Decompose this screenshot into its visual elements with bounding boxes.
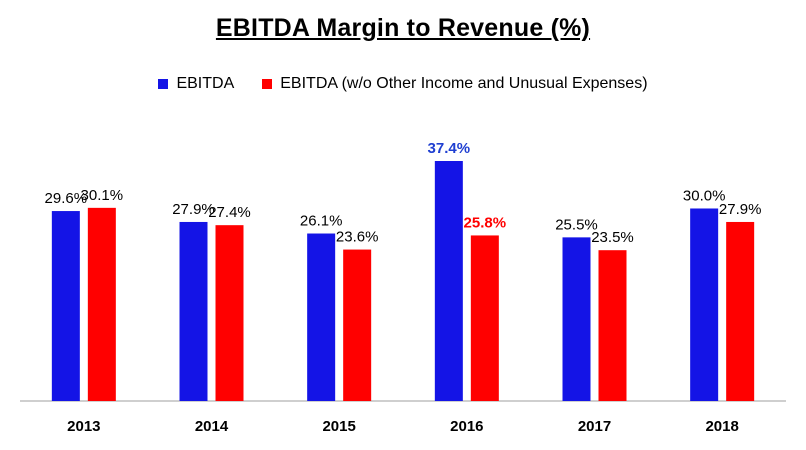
data-label-ebitda-adjusted-2017: 23.5% xyxy=(591,229,634,246)
bar-ebitda-2017 xyxy=(562,237,591,401)
bar-ebitda-2013 xyxy=(51,211,80,401)
bar-ebitda-adjusted-2016 xyxy=(470,235,499,401)
legend-label-ebitda: EBITDA xyxy=(176,75,235,92)
data-label-ebitda-adjusted-2014: 27.4% xyxy=(208,204,251,221)
bar-ebitda-2015 xyxy=(307,233,336,401)
bar-ebitda-2018 xyxy=(690,208,719,401)
chart-title: EBITDA Margin to Revenue (%) xyxy=(215,14,591,42)
legend-label-ebitda-adjusted: EBITDA (w/o Other Income and Unusual Exp… xyxy=(280,75,648,92)
x-tick-label-2018: 2018 xyxy=(705,418,738,435)
bar-ebitda-adjusted-2017 xyxy=(598,250,627,401)
data-label-ebitda-2018: 30.0% xyxy=(683,187,726,204)
legend-swatch-ebitda-adjusted xyxy=(262,79,273,89)
data-label-ebitda-2015: 26.1% xyxy=(300,213,343,230)
bar-ebitda-adjusted-2013 xyxy=(87,207,116,401)
data-label-ebitda-adjusted-2018: 27.9% xyxy=(719,201,762,218)
legend-swatch-ebitda xyxy=(158,79,169,89)
x-tick-label-2014: 2014 xyxy=(195,418,229,435)
x-tick-label-2016: 2016 xyxy=(450,418,483,435)
x-tick-label-2017: 2017 xyxy=(578,418,611,435)
data-label-ebitda-adjusted-2016: 25.8% xyxy=(464,214,507,231)
bar-ebitda-2014 xyxy=(179,221,208,401)
legend-item-ebitda-adjusted: EBITDA (w/o Other Income and Unusual Exp… xyxy=(262,75,648,93)
bar-ebitda-adjusted-2015 xyxy=(343,249,372,401)
data-label-ebitda-2017: 25.5% xyxy=(555,216,598,233)
legend: EBITDA EBITDA (w/o Other Income and Unus… xyxy=(0,75,806,93)
legend-item-ebitda: EBITDA xyxy=(158,75,234,93)
bar-ebitda-2016 xyxy=(434,161,463,401)
data-label-ebitda-2016: 37.4% xyxy=(428,140,471,157)
data-label-ebitda-2013: 29.6% xyxy=(45,190,88,207)
data-label-ebitda-adjusted-2015: 23.6% xyxy=(336,229,379,246)
x-tick-label-2015: 2015 xyxy=(322,418,355,435)
bar-ebitda-adjusted-2014 xyxy=(215,225,244,401)
bar-ebitda-adjusted-2018 xyxy=(726,221,755,401)
x-tick-label-2013: 2013 xyxy=(67,418,100,435)
data-label-ebitda-adjusted-2013: 30.1% xyxy=(81,187,124,204)
data-label-ebitda-2014: 27.9% xyxy=(172,201,215,218)
